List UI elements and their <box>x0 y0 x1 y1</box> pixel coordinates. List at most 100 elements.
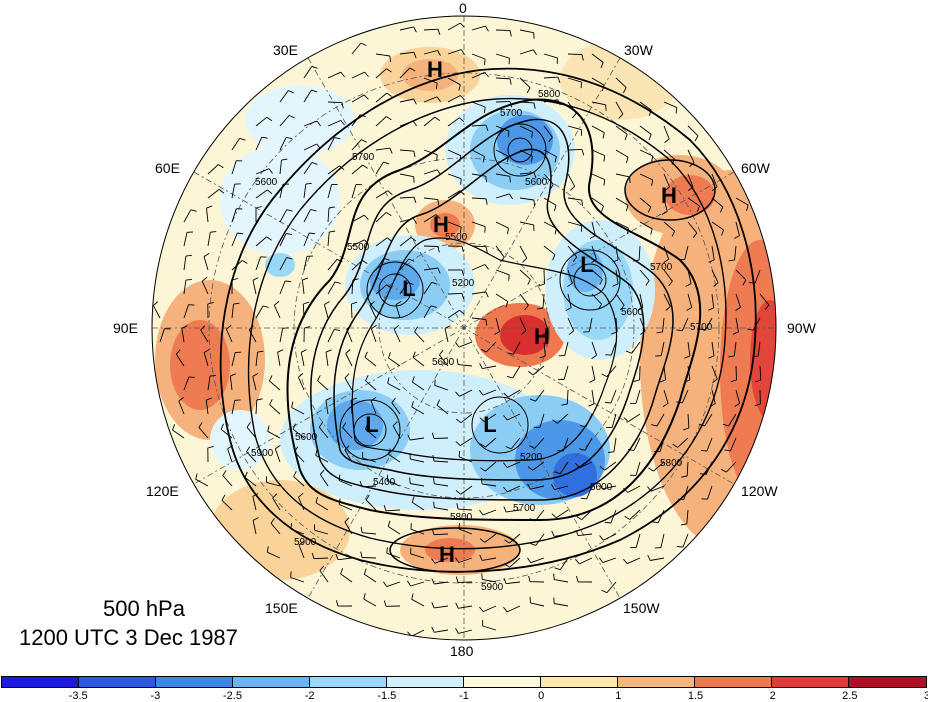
wind-barb-flag <box>676 401 683 404</box>
wind-barb-flag <box>409 477 411 484</box>
wind-barb <box>687 413 690 429</box>
wind-barb-flag <box>575 462 580 469</box>
high-pressure-marker: H <box>427 57 443 82</box>
wind-barb <box>410 581 425 587</box>
wind-barb-flag <box>668 280 673 287</box>
wind-barb-flag <box>206 205 213 209</box>
wind-barb-flag <box>460 95 465 101</box>
wind-barb <box>447 22 461 31</box>
wind-barb <box>711 341 715 356</box>
warm-anomaly-southwest <box>210 480 350 580</box>
wind-barb <box>606 581 617 593</box>
wind-barb <box>610 509 617 524</box>
wind-barb <box>660 533 665 548</box>
wind-barb <box>369 305 377 319</box>
wind-barb <box>659 437 665 452</box>
wind-barb-flag <box>360 114 366 118</box>
colorbar-swatch <box>2 677 79 687</box>
wind-barb-flag <box>246 446 251 452</box>
wind-barb-flag <box>623 87 627 94</box>
wind-barb <box>559 461 569 474</box>
wind-barb-flag <box>484 72 489 78</box>
wind-barb <box>433 460 449 463</box>
wind-barb <box>610 341 617 356</box>
wind-barb <box>365 428 377 439</box>
wind-barb-flag <box>503 506 507 513</box>
wind-barb <box>635 461 641 476</box>
wind-barb <box>203 352 209 367</box>
wind-barb <box>482 625 497 631</box>
wind-barb-flag <box>325 397 332 401</box>
wind-barb-flag <box>340 120 345 126</box>
wind-barb <box>303 209 311 223</box>
wind-barb <box>471 221 486 228</box>
wind-barb <box>375 147 390 151</box>
wind-barb <box>300 352 305 367</box>
wind-barb <box>603 533 617 541</box>
colorbar-tick-label: -1.5 <box>377 690 397 702</box>
wind-barb <box>361 485 377 488</box>
wind-barb-flag <box>414 326 419 332</box>
wind-barb <box>252 496 257 511</box>
wind-barb-flag <box>311 552 315 559</box>
wind-barb-flag <box>430 305 437 308</box>
colorbar-tick-label: -2 <box>304 690 315 702</box>
colorbar-tick-label: -3 <box>150 690 161 702</box>
wind-barb-flag <box>734 235 740 239</box>
wind-barb-flag <box>270 518 275 524</box>
wind-barb-flag <box>570 185 576 191</box>
wind-barb-flag <box>505 301 509 308</box>
wind-barb-flag <box>431 281 438 285</box>
wind-barb-flag <box>603 155 606 162</box>
wind-barb <box>471 291 486 295</box>
high-pressure-marker: H <box>439 542 455 567</box>
wind-barb-flag <box>686 307 692 311</box>
wind-barb <box>303 256 308 271</box>
wind-barb-flag <box>503 392 509 398</box>
wind-barb-flag <box>580 425 587 428</box>
wind-barb <box>244 477 257 487</box>
wind-barb-flag <box>241 260 248 264</box>
wind-barb-flag <box>386 474 389 481</box>
wind-barb-flag <box>553 205 557 212</box>
wind-barb <box>495 101 511 103</box>
wind-barb-flag <box>435 82 438 90</box>
wind-barb-flag <box>218 164 224 169</box>
wind-barb-flag <box>484 106 486 113</box>
wind-barb-flag <box>413 218 417 224</box>
wind-barb <box>639 221 653 230</box>
wind-barb-flag <box>185 254 192 257</box>
wind-barb <box>534 437 545 449</box>
wind-barb <box>323 304 329 319</box>
wind-barb <box>752 317 761 331</box>
wind-barb <box>279 328 284 343</box>
wind-barb-flag <box>203 253 210 257</box>
wind-barb <box>458 341 473 348</box>
wind-barb <box>227 448 233 463</box>
contour-label: 5700 <box>352 152 375 163</box>
wind-barb <box>615 197 629 206</box>
wind-barb-flag <box>459 309 465 315</box>
wind-barb <box>650 557 665 561</box>
wind-barb-flag <box>268 168 273 174</box>
wind-barb-flag <box>554 471 561 475</box>
wind-barb-flag <box>551 484 555 490</box>
wind-barb-flag <box>599 465 605 471</box>
wind-barb <box>627 557 641 565</box>
wind-barb-flag <box>387 520 391 527</box>
wind-barb-flag <box>267 189 273 195</box>
wind-barb <box>414 331 425 343</box>
wind-barb <box>484 413 497 423</box>
wind-barb <box>639 197 652 208</box>
wind-barb <box>730 437 737 452</box>
wind-barb <box>519 269 531 280</box>
wind-barb-flag <box>383 600 387 607</box>
wind-barb-flag <box>181 325 188 329</box>
wind-barb-flag <box>210 231 217 233</box>
wind-barb <box>303 162 313 175</box>
wind-barb <box>319 570 329 583</box>
wind-barb-flag <box>623 417 629 422</box>
wind-barb-flag <box>700 449 707 452</box>
wind-barb-flag <box>663 258 669 263</box>
wind-barb <box>272 497 281 511</box>
